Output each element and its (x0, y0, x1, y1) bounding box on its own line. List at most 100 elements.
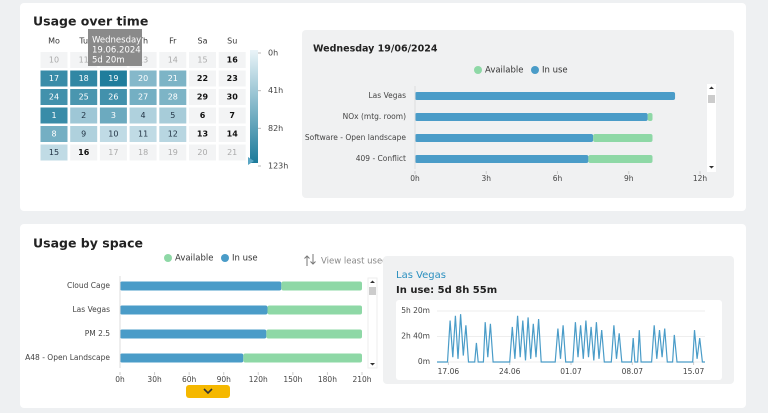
section-title: Usage over time (33, 14, 148, 29)
x-tick-label: 120h (249, 375, 268, 384)
y-tick-label: 0m (418, 357, 430, 366)
scroll-thumb[interactable] (708, 95, 715, 103)
heat-cell (159, 70, 187, 87)
category-label: NOx (mtg. room) (343, 112, 406, 121)
x-tick-label: 24.06 (499, 367, 521, 376)
tooltip-line: 19.06.2024 (92, 46, 141, 56)
bar-segment (593, 134, 653, 142)
day-cell (189, 107, 216, 124)
bar-segment (415, 134, 594, 142)
heat-cell (129, 126, 157, 142)
day-number: 19 (168, 148, 178, 157)
day-cell (189, 126, 216, 142)
scrollbar[interactable] (707, 84, 716, 172)
bar-segment (281, 281, 362, 291)
category-label: Las Vegas (73, 305, 111, 314)
day-number: 20 (197, 148, 207, 157)
heat-cell (159, 126, 187, 142)
weekday: Fr (169, 37, 177, 46)
legend-label: Available (175, 254, 213, 264)
day-number: 2 (81, 111, 86, 120)
heat-cell (129, 89, 157, 105)
heat-cell (40, 70, 68, 87)
category-label: Software - Open landscape (305, 133, 407, 142)
day-number: 19 (108, 74, 118, 83)
day-cell (218, 52, 246, 68)
legend-swatch (531, 66, 539, 74)
legend-label: Available (485, 66, 523, 76)
heat-cell (129, 107, 157, 124)
bar-segment (120, 281, 282, 291)
day-number: 17 (49, 74, 59, 83)
day-number: 7 (229, 111, 235, 120)
day-number: 21 (227, 148, 237, 157)
category-label: A48 - Open Landscape (25, 353, 110, 362)
category-label: 409 - Conflict (356, 154, 406, 163)
heat-cell (99, 70, 127, 87)
day-number: 27 (138, 93, 148, 102)
day-number: 21 (168, 74, 178, 83)
bar-segment (415, 113, 648, 121)
scroll-thumb[interactable] (369, 287, 376, 295)
heat-cell (70, 126, 98, 142)
day-number: 25 (79, 93, 89, 102)
day-cell (218, 89, 246, 105)
weekday: Mo (48, 37, 60, 46)
day-number: 18 (79, 74, 89, 83)
day-cell (40, 52, 68, 68)
tooltip (88, 29, 142, 66)
heat-cell (129, 70, 157, 87)
day-number: 29 (197, 93, 209, 102)
bar-segment (120, 305, 268, 315)
sort-icon[interactable] (304, 254, 316, 266)
category-label: PM 2.5 (85, 329, 111, 338)
day-cell (99, 144, 127, 161)
heat-cell (40, 126, 68, 142)
x-tick-label: 0h (115, 375, 125, 384)
day-number: 5 (170, 111, 175, 120)
category-label: Cloud Cage (67, 281, 110, 290)
legend-label: In use (542, 66, 568, 76)
day-cell (159, 52, 187, 68)
view-least-used[interactable]: View least used (321, 257, 388, 267)
day-number: 12 (168, 130, 178, 139)
heat-cell (99, 89, 127, 105)
weekday: Tu (78, 37, 88, 46)
day-number: 14 (168, 56, 178, 65)
bar-segment (120, 353, 244, 363)
x-tick-label: 01.07 (560, 367, 582, 376)
weekday: Th (137, 37, 148, 46)
tooltip-line: 5d 20m (92, 56, 125, 66)
legend-swatch (221, 254, 229, 262)
x-tick-label: 30h (147, 375, 162, 384)
day-number: 10 (49, 56, 59, 65)
chevron (203, 388, 213, 395)
scrollbar[interactable] (367, 277, 378, 369)
day-number: 26 (108, 93, 118, 102)
bar-segment (267, 305, 362, 315)
day-cell (218, 70, 246, 87)
day-number: 13 (138, 56, 148, 65)
day-number: 28 (168, 93, 178, 102)
x-tick-label: 9h (624, 174, 634, 183)
x-tick-label: 60h (182, 375, 197, 384)
x-tick-label: 3h (481, 174, 491, 183)
color-scale (250, 50, 258, 163)
day-number: 11 (79, 56, 89, 65)
day-number: 16 (227, 56, 239, 65)
weekday: Su (227, 37, 237, 46)
selected-name: Las Vegas (396, 270, 446, 281)
y-tick-label: 5h 20m (401, 306, 430, 315)
expand-button[interactable] (186, 385, 230, 398)
selected-in-use: In use: 5d 8h 55m (396, 285, 497, 296)
heat-cell (159, 107, 187, 124)
bar-segment (266, 329, 362, 339)
day-number: 3 (111, 111, 116, 120)
day-number: 8 (51, 130, 56, 139)
x-tick-label: 15.07 (683, 367, 705, 376)
heat-cell (40, 89, 68, 105)
x-tick-label: 150h (283, 375, 302, 384)
day-number: 18 (138, 148, 148, 157)
